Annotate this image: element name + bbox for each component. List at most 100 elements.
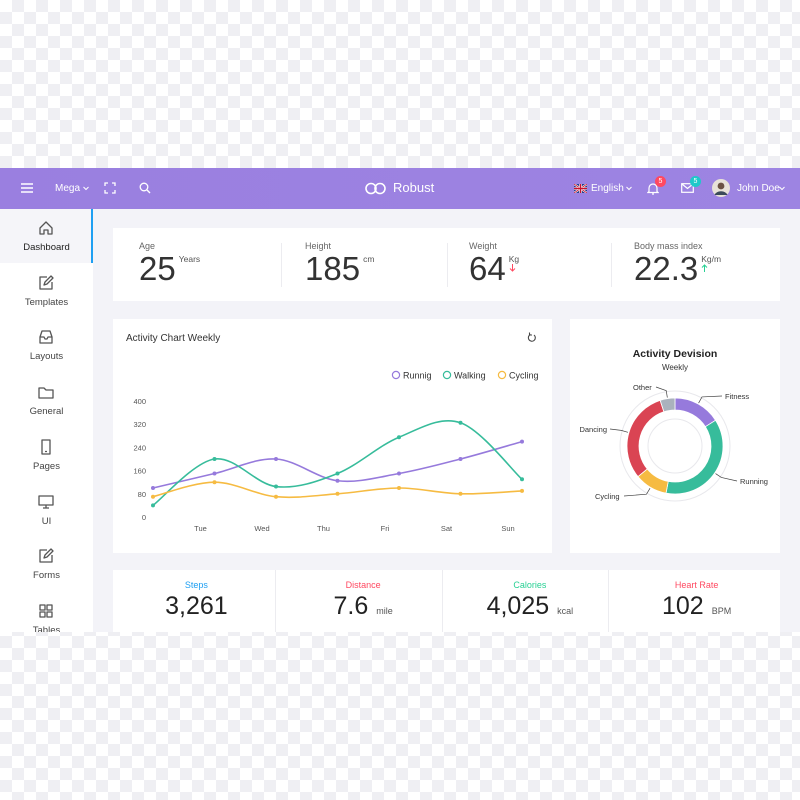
sidebar-item[interactable]: UI <box>41 515 52 527</box>
y-tick-label: 400 <box>133 397 146 406</box>
profile-stats-card: Age 25 Years Height 185 cm Weight 64 Kg Body mass… <box>113 228 780 301</box>
data-point <box>397 435 401 440</box>
x-tick-label: Thu <box>317 524 330 533</box>
divider <box>274 570 276 632</box>
sidebar-icon <box>39 330 53 345</box>
line-chart: Activity Chart Weekly 0 80 160 240 320 400 Tue W… <box>126 332 539 533</box>
activity-stat: Heart Rate 102 BPM <box>613 580 780 621</box>
stat-unit-wrap: Years <box>179 254 200 264</box>
stat-unit: cm <box>363 254 375 264</box>
stat-unit: Kg <box>508 254 520 264</box>
sidebar-item[interactable]: Pages <box>33 460 60 472</box>
sidebar-item[interactable]: Templates <box>24 296 69 308</box>
activity-stat: Distance 7.6 mile <box>280 580 447 621</box>
y-tick-label: 320 <box>133 420 146 429</box>
legend-label: Runnig <box>403 371 432 381</box>
data-point <box>335 491 340 496</box>
stat-value: 185 <box>305 250 361 287</box>
donut-segment <box>659 397 676 413</box>
icon-shape <box>38 387 54 399</box>
stat-label: Weight <box>469 241 497 251</box>
stat-unit: mile <box>376 606 393 616</box>
divider <box>447 243 448 287</box>
stat-value: 25 <box>139 250 176 287</box>
icon-shape <box>39 604 53 618</box>
y-tick-label: 240 <box>133 443 146 452</box>
donut-segment <box>665 419 724 495</box>
icon-shape <box>39 330 53 345</box>
sidebar: Dashboard Templates Layouts General Pages UI F… <box>0 209 93 632</box>
data-point <box>212 480 217 485</box>
brand-name[interactable]: Robust <box>393 180 435 195</box>
sidebar-item[interactable]: Layouts <box>29 351 64 363</box>
stat-value: 64 <box>469 250 506 287</box>
icon-shape <box>39 275 54 290</box>
trend-down-icon <box>509 264 516 272</box>
stat-unit-wrap: cm <box>363 254 374 264</box>
trend-up-icon <box>701 264 708 272</box>
stat-row: 25 Years <box>139 252 200 286</box>
sidebar-item[interactable]: Dashboard <box>23 242 70 253</box>
stat-row: 3,261 <box>113 592 280 621</box>
stat-label: Steps <box>184 580 208 590</box>
icon-shape <box>41 439 51 455</box>
stat-label: Age <box>139 241 156 251</box>
stat: Weight 64 Kg <box>469 241 519 286</box>
segment-label: Other <box>633 383 652 392</box>
active-item-highlight <box>0 209 93 263</box>
leader-line <box>623 487 651 497</box>
language[interactable]: English <box>591 183 624 194</box>
refresh-icon[interactable] <box>527 332 536 342</box>
icon-shape <box>39 221 53 235</box>
data-point <box>458 457 463 461</box>
chart-title: Activity Devision <box>633 348 718 360</box>
sidebar-icon <box>41 439 51 455</box>
y-tick-label: 160 <box>133 467 146 476</box>
stat: Body mass index 22.3 Kg/m <box>634 241 721 286</box>
notification-badge: 5 <box>655 176 666 187</box>
x-tick-label: Sat <box>441 524 453 533</box>
chart-title: Activity Chart Weekly <box>126 333 220 344</box>
legend-marker <box>442 370 452 380</box>
data-point <box>151 486 155 490</box>
sidebar-item[interactable]: General <box>29 406 64 418</box>
data-point <box>212 471 217 476</box>
sidebar-item[interactable]: Forms <box>33 570 60 582</box>
chevron <box>779 186 785 191</box>
sidebar-item[interactable]: Tables <box>32 624 61 632</box>
menu-icon[interactable] <box>20 182 34 194</box>
activity-chart-card: Activity Chart Weekly 0 80 160 240 320 400 Tue W… <box>113 319 552 553</box>
search-icon[interactable] <box>139 182 151 194</box>
data-point <box>335 478 340 483</box>
mega-menu[interactable]: Mega <box>55 183 81 194</box>
chevron <box>626 186 632 191</box>
sidebar-icon <box>39 221 53 235</box>
segment-label: Running <box>740 477 768 486</box>
stat-label: Calories <box>513 580 547 590</box>
y-tick-label: 0 <box>142 513 146 522</box>
donut-segment <box>674 397 717 428</box>
legend-label: Cycling <box>509 371 539 381</box>
app: Mega Robust English 5 5 John Doe Dashboa… <box>0 168 800 632</box>
user-name[interactable]: John Doe <box>737 183 780 194</box>
segment-label: Dancing <box>579 425 607 434</box>
stat-unit: Kg/m <box>701 254 722 264</box>
stat-value: 7.6 <box>333 592 369 620</box>
expand-icon[interactable] <box>104 182 116 194</box>
leader-line <box>698 395 723 404</box>
stat: Age 25 Years <box>139 241 200 286</box>
navbar: Mega Robust English 5 5 John Doe <box>0 168 800 209</box>
chart-subtitle: Weekly <box>662 363 688 372</box>
x-tick-label: Sun <box>501 524 514 533</box>
data-point <box>335 471 340 476</box>
icon-shape <box>38 494 54 509</box>
x-tick-label: Fri <box>381 524 390 533</box>
stat-value: 3,261 <box>165 592 228 620</box>
stat: Height 185 cm <box>305 241 374 286</box>
avatar[interactable] <box>712 179 730 197</box>
data-point <box>458 491 463 496</box>
arrow <box>701 264 708 272</box>
stat-row: 64 Kg <box>469 252 519 286</box>
segment-label: Cycling <box>595 492 620 501</box>
